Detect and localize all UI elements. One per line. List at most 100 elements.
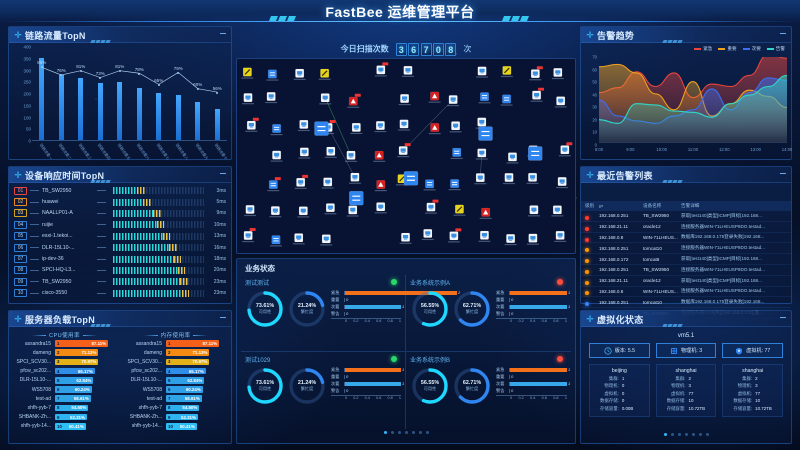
pager-dot[interactable]	[670, 433, 674, 436]
device-response-row[interactable]: 01 TB_SW2950 3ms	[14, 185, 226, 196]
metric-value: 3	[755, 383, 758, 389]
server-load-row[interactable]: DLR-15L10-... 5 62.84%	[120, 376, 231, 385]
alarm-row[interactable]: 192.168.0.172 tomcat8 获取[test140]类型[ICMP]目…	[581, 254, 791, 265]
pager-dot[interactable]	[390, 431, 394, 434]
load-percent: 52.31%	[181, 414, 196, 420]
pager-dot[interactable]	[425, 431, 429, 434]
pager-dot[interactable]	[705, 433, 709, 436]
y-tick: 20	[592, 117, 597, 123]
device-response-row[interactable]: 06 DLR-15L10-... 16ms	[14, 242, 226, 253]
alarm-row[interactable]: 192.168.0.251 TB_SW2950 连接服务器WIN-71LHEUSP9…	[581, 265, 791, 276]
server-load-row[interactable]: assandra15 1 87.11%	[120, 339, 231, 348]
virtualization-chip[interactable]: 物理机: 3	[655, 343, 717, 358]
device-response-row[interactable]: 08 SPCI-HQ-L3... 20ms	[14, 265, 226, 276]
alarm-row[interactable]: 192.168.0.251 tomcat10 数据库192.168.0.175登录失…	[581, 297, 791, 309]
pager-dot[interactable]	[404, 431, 408, 434]
alarm-row[interactable]: 192.168.0.8 WIN-71LHEUS... 连接服务器WIN-71LHEU…	[581, 287, 791, 298]
x-tick: 12:00	[719, 147, 730, 152]
server-load-row[interactable]: WS5708 6 60.24%	[9, 385, 120, 394]
alarm-table-body[interactable]: 192.168.0.251 TB_SW2950 获取[test140]类型[ICMP…	[581, 211, 791, 319]
server-load-row[interactable]: test-ad 7 58.61%	[120, 394, 231, 403]
server-load-row[interactable]: SPCI_SCV30... 3 70.97%	[120, 357, 231, 366]
severity-label: 警告	[331, 310, 340, 316]
legend-item[interactable]: 告警	[766, 46, 785, 52]
collapse-icon[interactable]	[780, 317, 786, 318]
alarm-row[interactable]: 192.168.0.8 WIN-71LHEUS... 数据库192.168.0.17…	[581, 233, 791, 244]
topology-node	[345, 150, 357, 162]
row-divider	[97, 258, 106, 260]
status-led	[557, 356, 563, 362]
axis-tick: 0	[345, 396, 348, 400]
collapse-icon[interactable]	[780, 33, 786, 34]
legend-item[interactable]: 次要	[742, 46, 761, 52]
pager-dot[interactable]	[418, 431, 422, 434]
device-response-row[interactable]: 05 esxi-1.tekoi... 13ms	[14, 231, 226, 242]
collapse-icon[interactable]	[780, 173, 786, 174]
server-load-row[interactable]: DLR-15L10-... 5 62.84%	[9, 376, 120, 385]
server-load-row[interactable]: WS5708 6 60.24%	[120, 385, 231, 394]
server-load-row[interactable]: shfh-yyb-7 8 54.60%	[9, 403, 120, 412]
server-load-row[interactable]: test-ad 7 58.61%	[9, 394, 120, 403]
topology-node	[346, 205, 359, 217]
legend-item[interactable]: 紧急	[694, 46, 712, 52]
collapse-icon[interactable]	[220, 173, 226, 174]
alarm-row[interactable]: 192.168.21.11 oracle12 连接服务器WIN-71LHEUSP9D…	[581, 222, 791, 233]
alarm-row[interactable]: 192.168.21.11 oracle12 获取[test140]类型[ICMP]…	[581, 276, 791, 287]
app-header: FastBee 运维管理平台	[0, 0, 800, 28]
virtualization-pager[interactable]	[581, 423, 791, 441]
server-load-row[interactable]: SHBANK-Zh... 9 52.31%	[9, 413, 120, 422]
virtualization-chips[interactable]: 版本: 5.5 物理机: 3 虚拟机: 77	[581, 343, 791, 358]
device-response-row[interactable]: 03 NAALLP01-A 9ms	[14, 208, 226, 219]
business-status-cell[interactable]: 业务系统示例B 56.55% 可用性 62.71% 繁忙度 紧急 1 重要 0 次要 1 警告 0 0 0.…	[406, 352, 571, 429]
legend-item[interactable]: 重要	[718, 46, 737, 52]
pager-dot[interactable]	[397, 431, 401, 434]
alarm-row[interactable]: 192.168.0.251 TB_SW2950 获取[test140]类型[ICMP…	[581, 211, 791, 222]
alarm-row[interactable]: 192.168.0.251 tomcat10 连接服务器WIN-71LHEUSP9D…	[581, 243, 791, 255]
business-status-cell[interactable]: 测试测试 73.61% 可用性 21.24% 繁忙度 紧急 2 重要 0 次要 1 警告 0 0 0.2 0.…	[241, 275, 460, 352]
topology-node	[448, 179, 461, 191]
pager-dot[interactable]	[663, 433, 667, 436]
server-load-row[interactable]: SHBANK-Zh... 9 52.31%	[120, 413, 231, 422]
server-load-row[interactable]: assandra15 1 87.11%	[9, 339, 120, 348]
pager-dot[interactable]	[383, 431, 387, 434]
load-index: 2	[168, 350, 171, 356]
server-load-row[interactable]: SPCI_SCV30... 3 70.97%	[9, 357, 120, 366]
collapse-icon[interactable]	[220, 33, 226, 34]
load-bar-fill: 2 71.13%	[166, 349, 210, 357]
business-status-cell[interactable]: 测试1029 73.61% 可用性 21.24% 繁忙度 紧急 1 重要 0 次要 1 警告 0 0 0.2…	[241, 352, 406, 429]
load-bar-track: 6 60.24%	[166, 386, 227, 393]
server-load-row[interactable]: shfh-yyb-14... 10 50.41%	[9, 422, 120, 431]
pager-dot[interactable]	[691, 433, 695, 436]
bar	[175, 94, 181, 140]
pager-dot[interactable]	[411, 431, 415, 434]
collapse-icon[interactable]	[220, 317, 226, 318]
server-load-row[interactable]: dameng 2 71.13%	[120, 348, 231, 357]
server-load-row[interactable]: shfh-yyb-7 8 54.60%	[120, 403, 231, 412]
virtualization-chip[interactable]: 虚拟机: 77	[722, 343, 784, 358]
virtualization-chip[interactable]: 版本: 5.5	[589, 343, 650, 358]
device-response-row[interactable]: 09 TB_SW2950 23ms	[14, 276, 226, 287]
topology-node	[447, 228, 462, 243]
pager-dot[interactable]	[684, 433, 688, 436]
device-response-row[interactable]: 07 ip-dev-36 18ms	[14, 253, 226, 264]
pager-dot[interactable]	[677, 433, 681, 436]
severity-label: 紧急	[496, 366, 505, 372]
server-load-row[interactable]: dameng 2 71.13%	[9, 348, 120, 357]
device-response-row[interactable]: 04 ruijie 10ms	[14, 219, 226, 230]
device-response-row[interactable]: 02 huawei 5ms	[14, 196, 226, 207]
axis-tick: 0.4	[364, 396, 370, 400]
network-topology-panel[interactable]	[236, 58, 576, 254]
device-response-row[interactable]: 10 cisco-3550 23ms	[14, 288, 226, 299]
pager-dot[interactable]	[698, 433, 702, 436]
topology-canvas[interactable]	[237, 59, 575, 254]
load-bar-fill: 8 54.60%	[55, 404, 89, 412]
server-load-row[interactable]: pfcw_sc202... 4 65.17%	[120, 367, 231, 376]
server-name: WS5708	[31, 386, 51, 393]
business-status-cell[interactable]: 业务系统示例A 56.55% 可用性 62.71% 繁忙度 紧急 1 重要 0 次要 1 警告 0 0 0.…	[406, 275, 571, 352]
scan-counter-unit: 次	[463, 44, 472, 54]
axis-tick: 0.2	[518, 319, 524, 323]
business-status-pager[interactable]	[237, 421, 575, 439]
device-response-list[interactable]: 01 TB_SW2950 3ms 02 huawei 5ms 03 NAALLP01-A 9ms…	[9, 185, 231, 301]
server-load-row[interactable]: shfh-yyb-14... 10 50.41%	[120, 422, 231, 431]
server-load-row[interactable]: pfcw_sc202... 4 65.17%	[9, 367, 120, 376]
